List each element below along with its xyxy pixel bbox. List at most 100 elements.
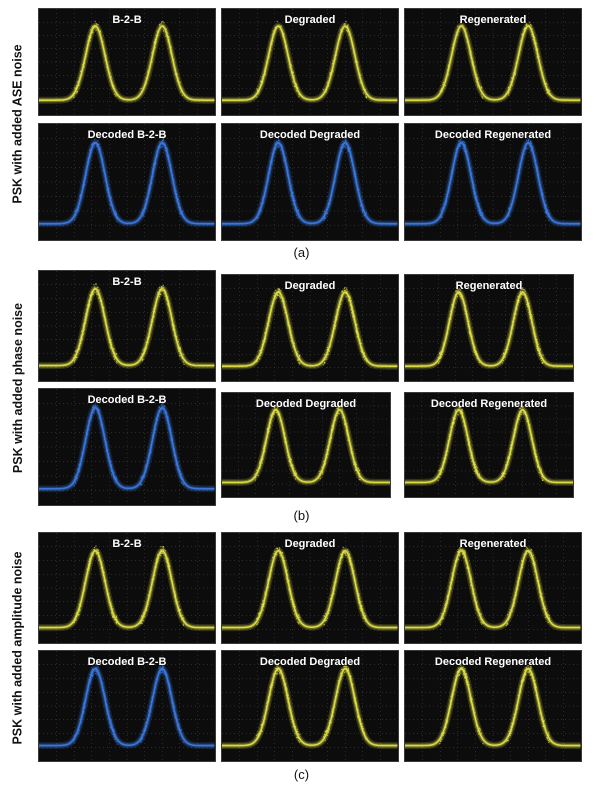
noise-dot (538, 55, 540, 58)
noise-dot (106, 449, 108, 451)
noise-dot (338, 564, 340, 566)
noise-dot (458, 288, 461, 290)
noise-dot (537, 53, 539, 55)
noise-dot (154, 684, 156, 687)
noise-dot (351, 44, 353, 46)
noise-dot (336, 316, 338, 318)
noise-dot (269, 43, 272, 45)
noise-dot (180, 91, 182, 93)
noise-dot (282, 151, 284, 154)
noise-dot (461, 412, 463, 415)
noise-dot (289, 331, 291, 334)
noise-dot (541, 477, 543, 479)
noise-dot (85, 441, 87, 444)
noise-dot (538, 354, 540, 357)
noise-dot (319, 470, 321, 473)
noise-dot (327, 85, 330, 88)
noise-dot (536, 57, 539, 59)
noise-dot (340, 553, 342, 555)
noise-dot (163, 286, 165, 289)
noise-dot (112, 615, 114, 618)
noise-dot (446, 454, 448, 456)
panel-title: Degraded (284, 538, 336, 550)
pulse-trace (39, 406, 215, 490)
noise-dot (337, 166, 339, 168)
noise-dot (140, 216, 142, 218)
noise-dot (481, 620, 484, 622)
noise-dot (502, 354, 504, 356)
noise-dot (142, 620, 144, 622)
noise-dot (262, 203, 264, 205)
noise-dot (537, 177, 540, 179)
noise-dot (292, 723, 295, 725)
noise-dot (533, 451, 536, 453)
noise-dot (530, 550, 532, 552)
noise-dot (345, 671, 347, 673)
noise-dot (297, 740, 300, 742)
noise-dot (92, 406, 94, 409)
noise-dot (298, 616, 300, 618)
noise-dot (73, 357, 75, 359)
noise-dot (294, 208, 296, 210)
noise-dot (145, 198, 147, 201)
noise-dot (111, 84, 114, 87)
noise-dot (163, 143, 166, 145)
noise-dot (109, 199, 111, 201)
noise-dot (115, 621, 118, 624)
noise-dot (469, 698, 471, 700)
noise-dot (535, 577, 538, 579)
noise-dot (110, 464, 113, 467)
noise-dot (283, 38, 286, 41)
noise-dot (152, 320, 154, 323)
noise-dot (450, 173, 453, 176)
noise-dot (525, 674, 527, 676)
noise-dot (299, 362, 301, 364)
noise-dot (459, 296, 461, 298)
noise-dot (351, 683, 353, 685)
noise-dot (288, 704, 291, 706)
noise-dot (112, 476, 115, 478)
noise-dot (468, 573, 471, 575)
noise-dot (112, 209, 114, 211)
noise-dot (87, 307, 89, 310)
noise-dot (337, 413, 339, 415)
noise-dot (140, 484, 142, 486)
noise-dot (260, 606, 263, 608)
noise-dot (153, 41, 156, 43)
noise-dot (447, 186, 450, 188)
scope-trace (405, 651, 581, 761)
noise-dot (283, 297, 285, 299)
noise-dot (523, 288, 526, 291)
noise-dot (533, 564, 535, 567)
noise-dot (444, 610, 446, 612)
noise-dot (446, 600, 448, 603)
noise-dot (443, 460, 445, 462)
noise-dot (265, 439, 267, 442)
noise-dot (462, 552, 464, 555)
noise-dot (520, 571, 522, 573)
noise-dot (453, 418, 456, 420)
noise-dot (514, 591, 517, 594)
noise-dot (99, 300, 101, 302)
noise-dot (542, 78, 545, 80)
noise-dot (545, 82, 547, 85)
noise-dot (346, 429, 348, 431)
noise-dot (442, 81, 444, 84)
noise-dot (157, 415, 160, 417)
noise-dot (458, 31, 460, 33)
noise-dot (75, 734, 77, 736)
noise-dot (99, 148, 101, 150)
noise-dot (358, 476, 360, 478)
noise-dot (366, 361, 368, 363)
noise-dot (505, 740, 508, 742)
noise-dot (452, 46, 454, 48)
panel-title: Decoded Regenerated (430, 398, 548, 410)
noise-dot (159, 289, 161, 291)
noise-dot (109, 339, 112, 341)
noise-dot (536, 460, 538, 463)
noise-dot (356, 333, 358, 335)
noise-dot (267, 180, 269, 182)
noise-dot (182, 484, 184, 486)
noise-dot (529, 426, 531, 429)
noise-dot (458, 294, 461, 296)
